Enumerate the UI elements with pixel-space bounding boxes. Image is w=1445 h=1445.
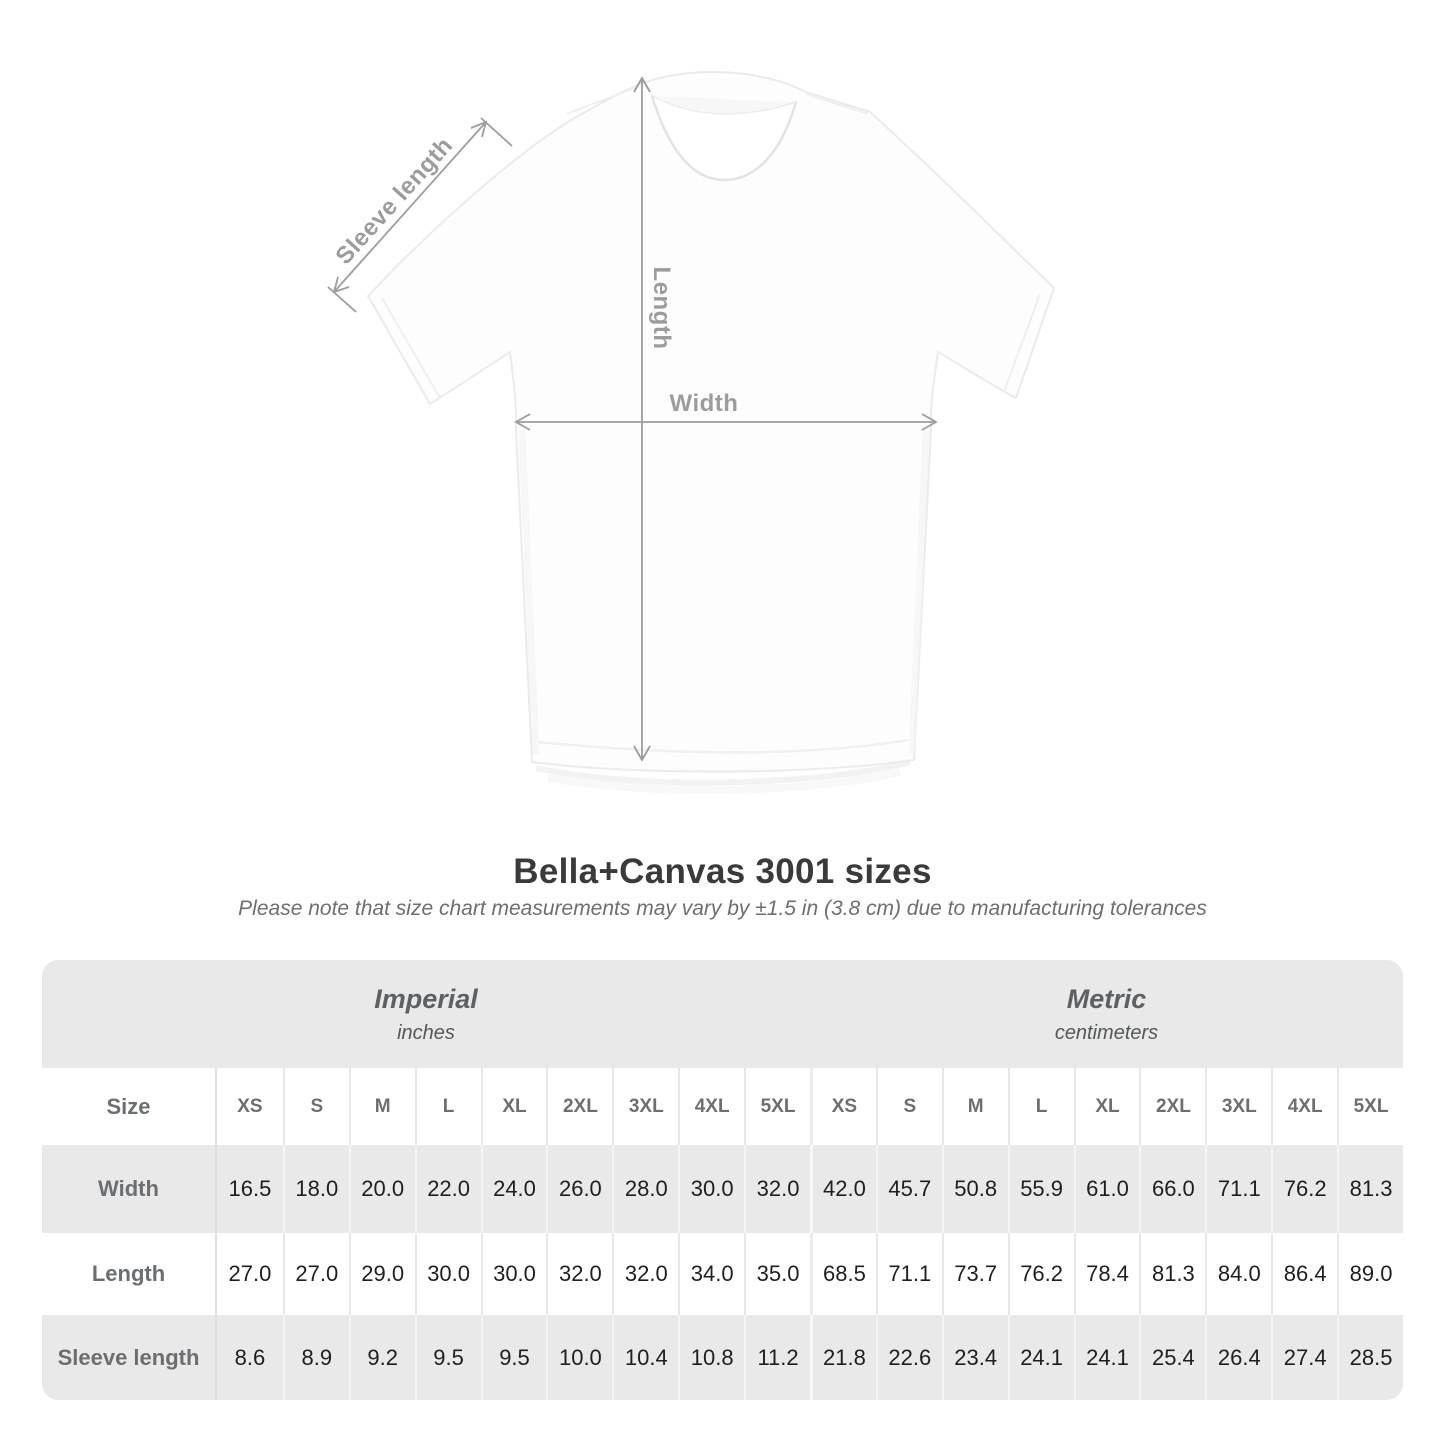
size-column-header: M xyxy=(941,1068,1008,1145)
value-cell: 10.4 xyxy=(612,1315,678,1400)
page-title: Bella+Canvas 3001 sizes xyxy=(513,852,932,891)
value-cell: 81.3 xyxy=(1337,1145,1403,1233)
value-cell: 16.5 xyxy=(228,1176,272,1201)
value-cell: 81.3 xyxy=(1139,1233,1205,1315)
size-column-header: XS xyxy=(237,1095,263,1117)
value-cell: 28.5 xyxy=(1337,1315,1403,1400)
value-cell: 10.0 xyxy=(546,1315,612,1400)
value-cell: 9.2 xyxy=(348,1315,415,1400)
value-cell: 32.0 xyxy=(546,1233,612,1315)
value-cell: 27.0 xyxy=(282,1233,349,1315)
size-corner-label: Size xyxy=(42,1068,217,1145)
measurement-row: Length 27.0 27.0 29.0 30.0 30.0 32.0 32.0 34.0 35… xyxy=(42,1233,1403,1315)
sleeve-length-arrow xyxy=(327,117,513,313)
value-cell: 35.0 xyxy=(744,1233,810,1315)
value-cell: 9.5 xyxy=(414,1315,481,1400)
size-column-header: S xyxy=(875,1068,942,1145)
value-cell: 23.4 xyxy=(941,1315,1008,1400)
value-cell: 71.1 xyxy=(875,1233,942,1315)
metric-group-header: Metric centimeters xyxy=(810,960,1403,1068)
size-column-header: 2XL xyxy=(1139,1068,1205,1145)
value-cell: 29.0 xyxy=(348,1233,415,1315)
width-arrow xyxy=(514,413,938,431)
value-cell: 73.7 xyxy=(941,1233,1008,1315)
measurement-row: Sleeve length 8.6 8.9 9.2 9.5 9.5 10.0 10.4 10.8… xyxy=(42,1315,1403,1400)
value-cell: 8.9 xyxy=(282,1315,349,1400)
size-column-header: XL xyxy=(1073,1068,1140,1145)
value-cell: 24.1 xyxy=(1007,1315,1074,1400)
size-grid: Size XS S M L XL 2XL 3XL 4XL 5XL XS S M L XL 2XL 3XL 4XL 5… xyxy=(42,1068,1403,1400)
size-column-header: 5XL xyxy=(1337,1068,1403,1145)
value-cell: 18.0 xyxy=(282,1145,349,1233)
value-cell: 42.0 xyxy=(809,1145,876,1233)
size-column-header: XL xyxy=(480,1068,547,1145)
value-cell: 76.2 xyxy=(1007,1233,1074,1315)
value-cell: 76.2 xyxy=(1271,1145,1337,1233)
value-cell: 66.0 xyxy=(1139,1145,1205,1233)
value-cell: 30.0 xyxy=(678,1145,744,1233)
tshirt-image xyxy=(367,71,1055,794)
value-cell: 24.0 xyxy=(480,1145,547,1233)
imperial-group-header: Imperial inches xyxy=(42,960,810,1068)
value-cell: 34.0 xyxy=(678,1233,744,1315)
imperial-group-unit: inches xyxy=(397,1021,455,1044)
value-cell: 11.2 xyxy=(744,1315,810,1400)
length-label: Length xyxy=(648,267,675,350)
value-cell: 28.0 xyxy=(612,1145,678,1233)
value-cell: 45.7 xyxy=(875,1145,942,1233)
size-column-header: L xyxy=(414,1068,481,1145)
value-cell: 22.0 xyxy=(414,1145,481,1233)
value-cell: 24.1 xyxy=(1073,1315,1140,1400)
value-cell: 68.5 xyxy=(809,1233,876,1315)
value-cell: 21.8 xyxy=(809,1315,876,1400)
value-cell: 78.4 xyxy=(1073,1233,1140,1315)
value-cell: 27.4 xyxy=(1271,1315,1337,1400)
row-label: Width xyxy=(42,1145,217,1233)
value-cell: 30.0 xyxy=(480,1233,547,1315)
metric-group-name: Metric xyxy=(1066,983,1147,1014)
value-cell: 27.0 xyxy=(228,1261,272,1286)
value-cell: 26.0 xyxy=(546,1145,612,1233)
size-column-header: M xyxy=(348,1068,415,1145)
value-cell: 20.0 xyxy=(348,1145,415,1233)
imperial-group-name: Imperial xyxy=(374,983,478,1014)
row-label: Sleeve length xyxy=(42,1315,217,1400)
size-column-header: 4XL xyxy=(678,1068,744,1145)
measurement-row: Width 16.5 18.0 20.0 22.0 24.0 26.0 28.0 30.0 32.… xyxy=(42,1145,1403,1233)
value-cell: 9.5 xyxy=(480,1315,547,1400)
value-cell: 86.4 xyxy=(1271,1233,1337,1315)
value-cell: 32.0 xyxy=(612,1233,678,1315)
value-cell: 26.4 xyxy=(1205,1315,1271,1400)
value-cell: 61.0 xyxy=(1073,1145,1140,1233)
value-cell: 10.8 xyxy=(678,1315,744,1400)
value-cell: 50.8 xyxy=(941,1145,1008,1233)
value-cell: 30.0 xyxy=(414,1233,481,1315)
value-cell: 22.6 xyxy=(875,1315,942,1400)
unit-group-band: Imperial inches Metric centimeters xyxy=(42,960,1403,1068)
value-cell: 71.1 xyxy=(1205,1145,1271,1233)
size-column-header: 5XL xyxy=(744,1068,810,1145)
value-cell: 89.0 xyxy=(1337,1233,1403,1315)
size-column-header: 3XL xyxy=(1205,1068,1271,1145)
size-table: Imperial inches Metric centimeters Size X… xyxy=(42,960,1403,1400)
width-label: Width xyxy=(670,390,739,417)
value-cell: 84.0 xyxy=(1205,1233,1271,1315)
length-arrow xyxy=(633,76,651,762)
value-cell: 25.4 xyxy=(1139,1315,1205,1400)
metric-group-unit: centimeters xyxy=(1054,1021,1159,1044)
size-column-header: 3XL xyxy=(612,1068,678,1145)
value-cell: 55.9 xyxy=(1007,1145,1074,1233)
size-header-row: Size XS S M L XL 2XL 3XL 4XL 5XL XS S M L XL 2XL 3XL 4XL 5… xyxy=(42,1068,1403,1145)
value-cell: 32.0 xyxy=(744,1145,810,1233)
page-subtitle: Please note that size chart measurements… xyxy=(238,897,1207,920)
size-column-header: 4XL xyxy=(1271,1068,1337,1145)
size-column-header: 2XL xyxy=(546,1068,612,1145)
value-cell: 8.6 xyxy=(234,1344,266,1370)
size-column-header: L xyxy=(1007,1068,1074,1145)
row-label: Length xyxy=(42,1233,217,1315)
size-column-header: XS xyxy=(809,1068,876,1145)
size-column-header: S xyxy=(282,1068,349,1145)
